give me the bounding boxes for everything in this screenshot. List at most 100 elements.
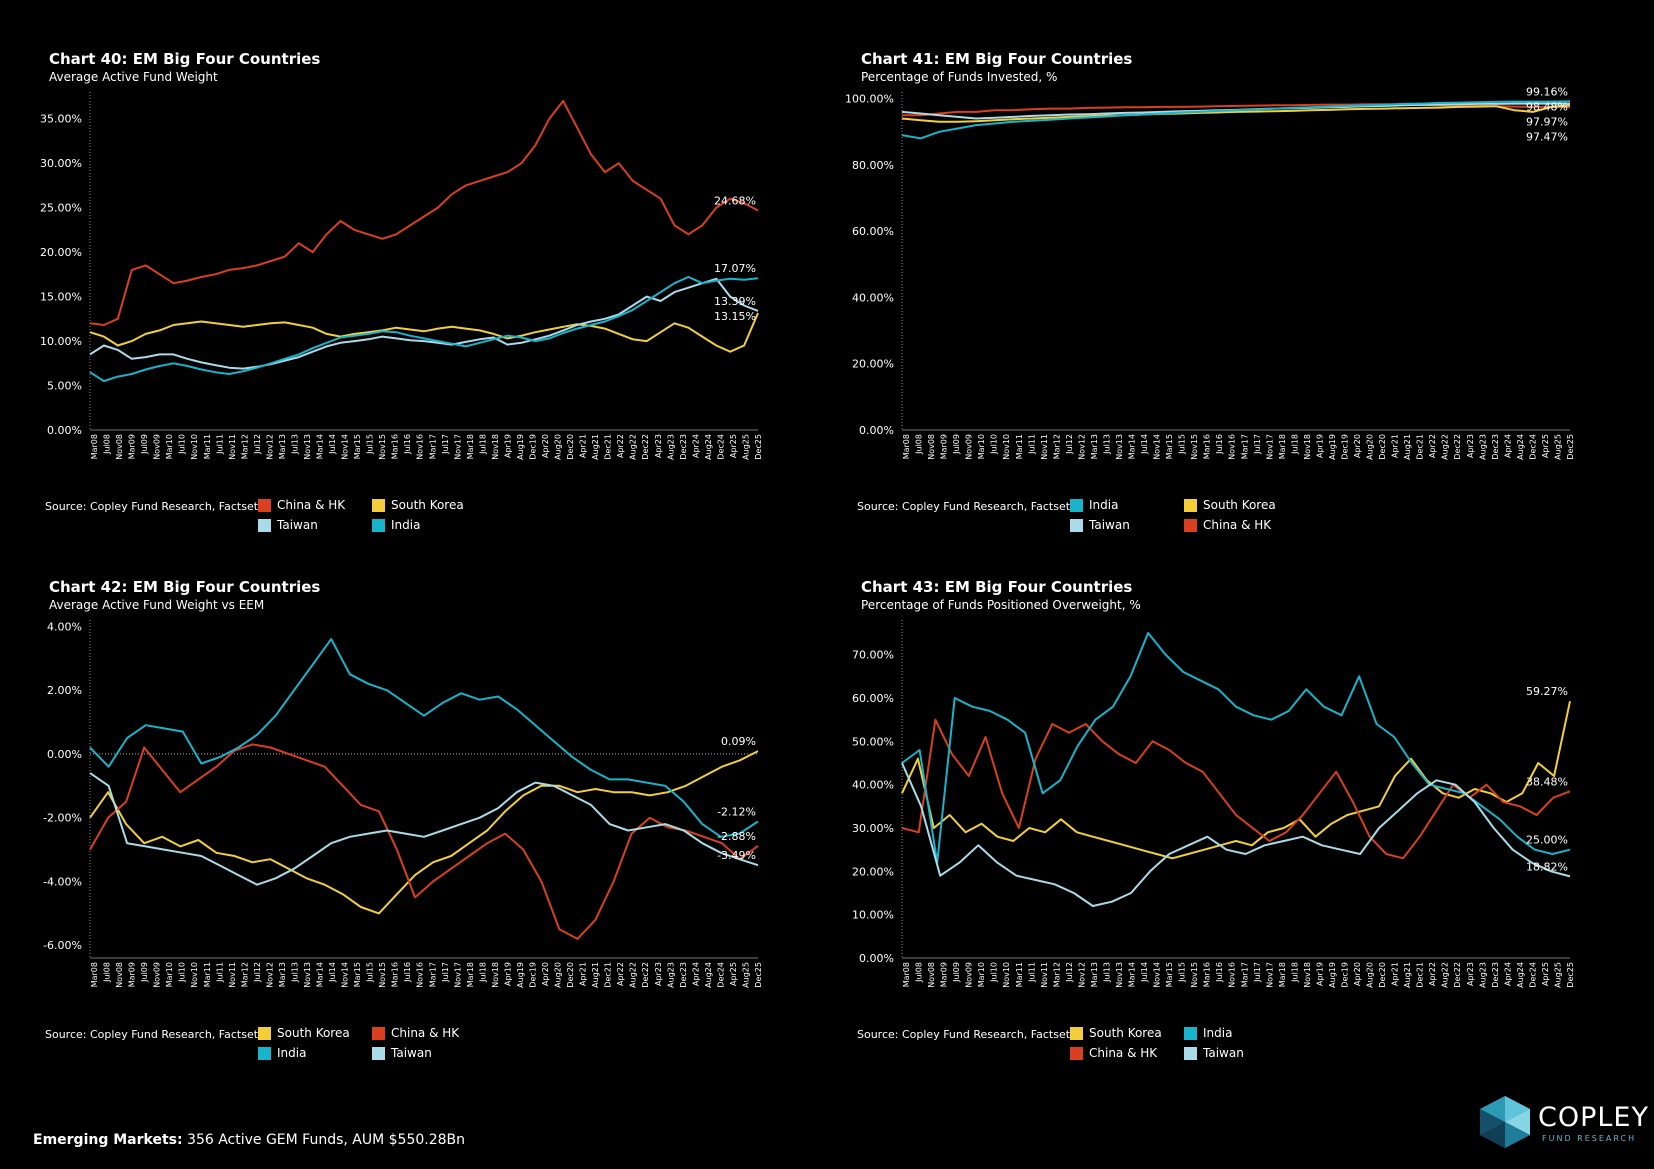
x-tick-label: Nov15 [378, 434, 387, 460]
x-tick-label: Dec20 [1378, 434, 1387, 460]
legend-item: India [1184, 1026, 1232, 1040]
x-tick-label: Aug20 [1366, 962, 1375, 988]
x-tick-label: Mar18 [466, 434, 475, 459]
x-tick-label: Nov14 [341, 434, 350, 460]
x-tick-label: Nov09 [965, 962, 974, 988]
x-tick-label: Dec20 [566, 962, 575, 988]
legend-swatch [258, 518, 271, 532]
x-tick-label: Mar15 [353, 434, 362, 459]
x-tick-label: Nov09 [153, 434, 162, 460]
y-tick-label: 0.00% [47, 748, 82, 761]
x-tick-label: Mar09 [940, 962, 949, 987]
y-tick-label: 0.00% [859, 952, 894, 965]
x-tick-label: Dec23 [679, 962, 688, 988]
y-tick-label: 40.00% [852, 291, 894, 304]
legend-item: India [1070, 498, 1118, 512]
x-tick-label: Jul16 [403, 962, 412, 983]
x-tick-label: Jul17 [1253, 434, 1262, 455]
x-tick-label: Aug22 [1441, 434, 1450, 460]
x-tick-label: Dec25 [754, 962, 763, 988]
x-tick-label: Mar11 [203, 434, 212, 459]
x-tick-label: Aug21 [591, 434, 600, 460]
x-tick-label: Apr20 [1353, 962, 1362, 986]
x-tick-label: Nov15 [1190, 962, 1199, 988]
legend-swatch [1070, 1046, 1083, 1060]
x-tick-label: Mar10 [977, 962, 986, 987]
x-tick-label: Nov09 [153, 962, 162, 988]
chart-41-panel: Chart 41: EM Big Four Countries Percenta… [812, 0, 1612, 540]
x-tick-label: Jul12 [253, 434, 262, 455]
x-tick-label: Mar14 [1128, 434, 1137, 459]
x-tick-label: Mar17 [1240, 962, 1249, 987]
series-line-korea [89, 312, 759, 353]
legend-label: China & HK [391, 1026, 460, 1040]
y-tick-label: 60.00% [852, 225, 894, 238]
x-tick-label: Apr20 [541, 434, 550, 458]
x-tick-label: Jul14 [328, 962, 337, 983]
y-tick-label: 5.00% [47, 380, 82, 393]
legend-label: Taiwan [391, 1046, 432, 1060]
legend-label: India [1203, 1026, 1233, 1040]
legend-label: South Korea [1089, 1026, 1162, 1040]
legend-label: Taiwan [1089, 518, 1130, 532]
chart-subtitle: Average Active Fund Weight [49, 70, 218, 84]
chart-source: Source: Copley Fund Research, Factset [857, 500, 1071, 513]
x-tick-label: Dec24 [1528, 962, 1537, 988]
legend-item: Taiwan [1070, 518, 1130, 532]
x-tick-label: Dec20 [566, 434, 575, 460]
x-tick-label: Nov11 [228, 962, 237, 988]
legend-swatch [372, 1046, 385, 1060]
x-tick-label: Aug19 [516, 434, 525, 460]
x-tick-label: Aug24 [1516, 434, 1525, 460]
x-tick-label: Mar12 [1052, 434, 1061, 459]
x-tick-label: Apr24 [1503, 434, 1512, 458]
x-tick-label: Nov14 [1153, 962, 1162, 988]
x-tick-label: Dec21 [1416, 962, 1425, 988]
x-tick-label: Nov08 [115, 962, 124, 988]
x-tick-label: Jul11 [215, 434, 224, 455]
legend-item: Taiwan [1184, 1046, 1244, 1060]
x-tick-label: Mar17 [428, 962, 437, 987]
y-tick-label: 35.00% [40, 113, 82, 126]
x-tick-label: Nov18 [1303, 962, 1312, 988]
x-tick-label: Nov18 [1303, 434, 1312, 460]
x-tick-label: Mar15 [1165, 434, 1174, 459]
y-tick-label: 80.00% [852, 159, 894, 172]
series-line-india [89, 276, 759, 383]
legend-swatch [372, 518, 385, 532]
x-tick-label: Mar09 [128, 962, 137, 987]
x-tick-label: Mar10 [165, 434, 174, 459]
x-tick-label: Nov08 [927, 962, 936, 988]
x-tick-label: Aug21 [1403, 962, 1412, 988]
legend-swatch [1184, 1046, 1197, 1060]
x-tick-label: Jul11 [1027, 434, 1036, 455]
x-tick-label: Nov18 [491, 962, 500, 988]
chart-subtitle: Percentage of Funds Positioned Overweigh… [861, 598, 1141, 612]
legend-label: South Korea [391, 498, 464, 512]
x-tick-label: Nov17 [1265, 434, 1274, 460]
x-tick-label: Jul14 [328, 434, 337, 455]
x-tick-label: Apr20 [1353, 434, 1362, 458]
x-tick-label: Apr22 [1428, 434, 1437, 458]
x-tick-label: Apr25 [1541, 962, 1550, 986]
x-tick-label: Nov18 [491, 434, 500, 460]
footer-text: 356 Active GEM Funds, AUM $550.28Bn [187, 1132, 466, 1148]
legend-label: South Korea [1203, 498, 1276, 512]
chart-title: Chart 41: EM Big Four Countries [861, 50, 1133, 68]
x-tick-label: Mar15 [353, 962, 362, 987]
y-tick-label: 20.00% [852, 865, 894, 878]
y-tick-label: 30.00% [852, 822, 894, 835]
legend-label: Taiwan [277, 518, 318, 532]
x-tick-label: Mar09 [128, 434, 137, 459]
y-tick-label: 70.00% [852, 649, 894, 662]
x-tick-label: Jul13 [290, 434, 299, 455]
end-value-label: 98.48% [1526, 100, 1568, 113]
y-tick-label: 50.00% [852, 735, 894, 748]
x-tick-label: Mar13 [1090, 434, 1099, 459]
x-tick-label: Jul10 [178, 962, 187, 983]
x-tick-label: Dec21 [604, 962, 613, 988]
y-tick-label: 4.00% [47, 620, 82, 633]
series-line-china [89, 743, 759, 940]
end-value-label: 38.48% [1526, 775, 1568, 788]
chart-title: Chart 42: EM Big Four Countries [49, 578, 321, 596]
